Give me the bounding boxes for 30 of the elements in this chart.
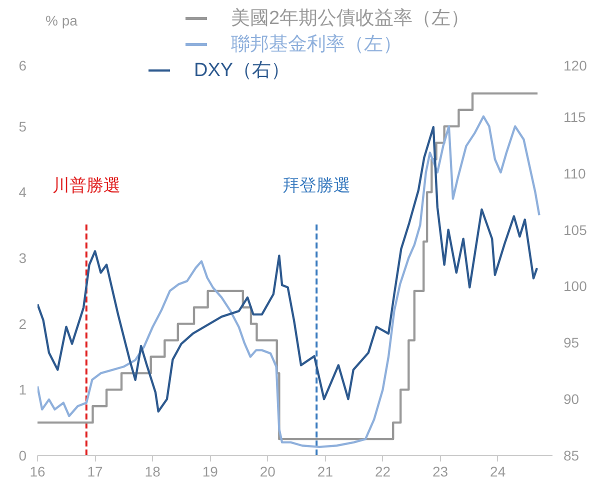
- x-tick-label: 20: [260, 464, 276, 480]
- x-tick-label: 17: [87, 464, 104, 480]
- legend-label: 聯邦基金利率（左）: [231, 33, 402, 57]
- ref-line-label: 川普勝選: [52, 176, 120, 195]
- x-tick-label: 16: [30, 464, 46, 480]
- y2-tick-label: 90: [564, 391, 580, 408]
- x-tick-label: 24: [490, 464, 506, 480]
- x-tick-label: 18: [144, 464, 161, 480]
- y2-tick-label: 85: [564, 448, 580, 464]
- y2-tick-label: 115: [564, 108, 586, 125]
- y-tick-label: 0: [18, 448, 27, 464]
- y-tick-label: 1: [18, 382, 27, 398]
- y2-tick-label: 100: [564, 278, 588, 294]
- legend-label: DXY（右）: [194, 59, 290, 83]
- x-tick-label: 22: [374, 464, 391, 480]
- y-tick-label: 5: [18, 118, 27, 134]
- y2-tick-label: 105: [564, 222, 588, 238]
- legend-label: 美國2年期公債收益率（左）: [231, 6, 470, 31]
- x-tick-label: 19: [202, 464, 218, 480]
- ref-line-label: 拜登勝選: [282, 176, 351, 195]
- y2-tick-label: 120: [564, 58, 588, 74]
- y2-tick-label: 95: [564, 334, 580, 351]
- x-tick-label: 21: [317, 464, 334, 480]
- y2-tick-label: 110: [564, 165, 586, 182]
- y-tick-label: 4: [18, 184, 27, 200]
- y-tick-label: 6: [18, 58, 27, 74]
- x-tick-label: 23: [432, 464, 448, 480]
- y-tick-label: 3: [18, 250, 27, 266]
- y-tick-label: 2: [18, 316, 27, 332]
- y-axis-title: % pa: [46, 12, 78, 28]
